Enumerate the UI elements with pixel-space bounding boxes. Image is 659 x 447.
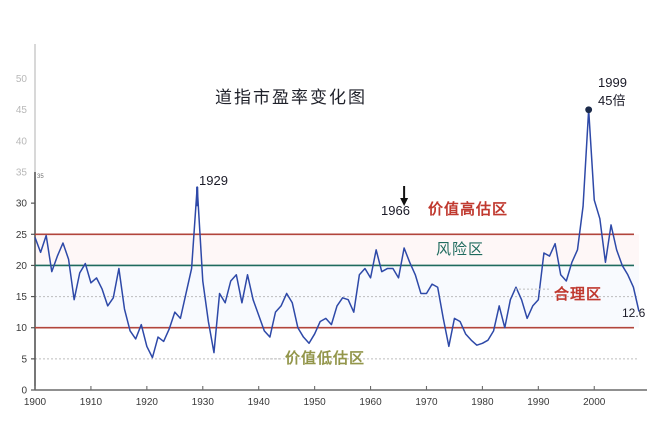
down-arrow-head-icon bbox=[400, 198, 409, 206]
x-tick-label: 1940 bbox=[248, 397, 271, 408]
y-tick-label: 45 bbox=[16, 105, 28, 116]
x-tick-label: 1970 bbox=[415, 397, 438, 408]
y-tick-label: 50 bbox=[16, 74, 28, 85]
y-tick-label: 40 bbox=[16, 136, 28, 147]
y-tick-label: 15 bbox=[16, 292, 28, 303]
series-line-pe-ratio bbox=[34, 108, 640, 359]
x-tick-label: 1900 bbox=[24, 397, 47, 408]
x-tick-label: 1950 bbox=[304, 397, 327, 408]
y-tick-label: 5 bbox=[21, 354, 27, 365]
zone-label-undervalued: 价值低估区 bbox=[285, 349, 366, 367]
y-tick-label: 30 bbox=[16, 199, 28, 210]
y-tick-label: 35 bbox=[16, 168, 28, 179]
x-tick-label: 1920 bbox=[136, 397, 159, 408]
band-overvalued bbox=[35, 234, 639, 266]
zone-label-fair: 合理区 bbox=[554, 285, 603, 303]
y-axis-break-label: 35 bbox=[37, 174, 44, 180]
y-tick-label: 0 bbox=[21, 386, 27, 397]
annotation-1999-value-label: 45倍 bbox=[598, 93, 626, 108]
zone-label-overvalued: 价值高估区 bbox=[428, 200, 509, 218]
x-tick-label: 2000 bbox=[583, 397, 606, 408]
y-tick-label: 25 bbox=[16, 230, 28, 241]
x-tick-label: 1980 bbox=[471, 397, 494, 408]
zone-label-risk: 风险区 bbox=[436, 240, 485, 258]
annotation-1929-label: 1929 bbox=[199, 173, 228, 188]
x-tick-label: 1910 bbox=[80, 397, 103, 408]
chart-title: 道指市盈率变化图 bbox=[215, 88, 367, 108]
x-tick-label: 1960 bbox=[359, 397, 382, 408]
marker-1999-peak bbox=[585, 106, 593, 114]
annotation-1999-year-label: 1999 bbox=[598, 75, 627, 90]
x-tick-label: 1930 bbox=[192, 397, 215, 408]
annotation-last-value-label: 12.6 bbox=[622, 306, 646, 320]
annotation-1966-label: 1966 bbox=[381, 203, 410, 218]
y-tick-label: 20 bbox=[16, 261, 28, 272]
x-tick-label: 1990 bbox=[527, 397, 550, 408]
y-tick-label: 10 bbox=[16, 323, 28, 334]
